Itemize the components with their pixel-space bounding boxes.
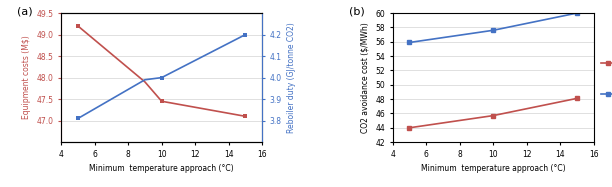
Text: (b): (b) [348, 7, 364, 17]
Y-axis label: CO2 avoidance cost ($/MWh): CO2 avoidance cost ($/MWh) [361, 22, 370, 133]
Whole
process [406, 41, 413, 44]
X-axis label: Minimum  temperature approach (°C): Minimum temperature approach (°C) [421, 164, 565, 173]
Whole
process [573, 12, 581, 14]
Legend: Capture&
compression, Whole
process: Capture& compression, Whole process [602, 53, 612, 103]
Whole
process [490, 29, 497, 31]
Line: Whole
process: Whole process [407, 11, 580, 45]
Text: (a): (a) [17, 7, 32, 17]
X-axis label: Minimum  temperature approach (°C): Minimum temperature approach (°C) [89, 164, 234, 173]
Capture&
compression [490, 114, 497, 117]
Line: Capture&
compression: Capture& compression [407, 96, 580, 130]
Capture&
compression [573, 97, 581, 99]
Y-axis label: Equipment costs (M$): Equipment costs (M$) [22, 36, 31, 119]
Y-axis label: Reboiler duty (GJ/tonne CO2): Reboiler duty (GJ/tonne CO2) [288, 22, 296, 133]
Capture&
compression [406, 127, 413, 129]
